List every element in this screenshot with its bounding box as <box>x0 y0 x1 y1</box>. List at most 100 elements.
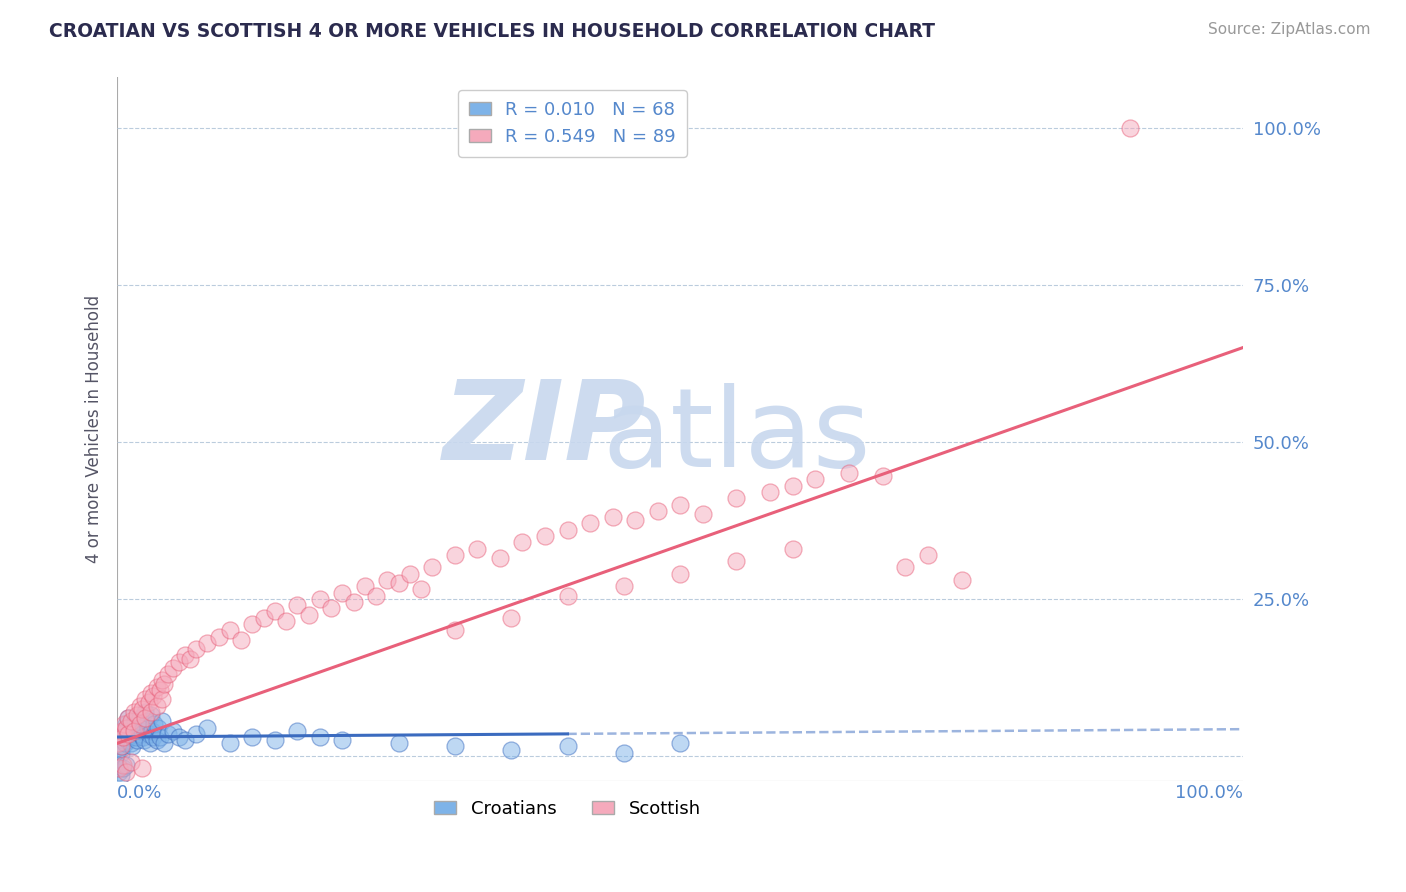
Point <box>150 714 173 729</box>
Point <box>184 642 207 657</box>
Point <box>117 733 139 747</box>
Point <box>156 727 179 741</box>
Point <box>134 711 156 725</box>
Point <box>136 721 159 735</box>
Point <box>111 758 134 772</box>
Point <box>139 705 162 719</box>
Point <box>330 585 353 599</box>
Point <box>134 705 156 719</box>
Point <box>120 714 142 729</box>
Point <box>184 727 207 741</box>
Point <box>110 739 132 754</box>
Point <box>173 648 195 663</box>
Point <box>138 696 160 710</box>
Point <box>111 733 134 747</box>
Point <box>467 541 489 556</box>
Point <box>131 723 153 738</box>
Point <box>107 742 129 756</box>
Point <box>342 595 364 609</box>
Point <box>149 730 172 744</box>
Y-axis label: 4 or more Vehicles in Household: 4 or more Vehicles in Household <box>86 295 103 563</box>
Point <box>782 479 804 493</box>
Point <box>115 764 138 779</box>
Point <box>229 632 252 647</box>
Point <box>153 676 176 690</box>
Point <box>354 579 377 593</box>
Point <box>132 730 155 744</box>
Point <box>128 711 150 725</box>
Point <box>330 733 353 747</box>
Point <box>128 717 150 731</box>
Point <box>263 604 285 618</box>
Point <box>602 510 624 524</box>
Point <box>804 473 827 487</box>
Point <box>838 466 860 480</box>
Legend: Croatians, Scottish: Croatians, Scottish <box>427 792 707 825</box>
Point <box>128 721 150 735</box>
Point <box>308 730 330 744</box>
Point <box>917 548 939 562</box>
Point <box>195 636 218 650</box>
Point <box>128 698 150 713</box>
Point <box>557 589 579 603</box>
Point <box>142 689 165 703</box>
Point <box>162 661 184 675</box>
Point <box>501 742 523 756</box>
Point <box>240 730 263 744</box>
Point <box>146 721 169 735</box>
Point <box>108 727 131 741</box>
Point <box>115 721 138 735</box>
Point <box>122 723 145 738</box>
Point <box>118 730 141 744</box>
Point <box>105 739 128 754</box>
Point <box>149 682 172 697</box>
Point <box>134 692 156 706</box>
Point <box>127 708 149 723</box>
Point <box>110 746 132 760</box>
Point <box>108 761 131 775</box>
Point <box>782 541 804 556</box>
Point <box>759 485 782 500</box>
Point <box>872 469 894 483</box>
Point <box>107 758 129 772</box>
Point <box>131 761 153 775</box>
Point <box>725 491 748 506</box>
Point <box>114 736 136 750</box>
Point <box>274 614 297 628</box>
Point <box>107 736 129 750</box>
Point <box>145 680 167 694</box>
Point <box>150 692 173 706</box>
Point <box>669 566 692 581</box>
Point <box>134 733 156 747</box>
Point <box>377 573 399 587</box>
Point <box>120 755 142 769</box>
Point <box>115 730 138 744</box>
Point <box>139 686 162 700</box>
Point <box>150 673 173 688</box>
Point <box>143 717 166 731</box>
Point <box>135 714 157 729</box>
Point <box>366 589 388 603</box>
Point <box>111 739 134 754</box>
Point <box>112 727 135 741</box>
Point <box>111 723 134 738</box>
Point <box>534 529 557 543</box>
Point <box>142 730 165 744</box>
Point <box>122 723 145 738</box>
Point <box>124 714 146 729</box>
Point <box>167 730 190 744</box>
Point <box>557 523 579 537</box>
Point <box>139 708 162 723</box>
Point <box>128 727 150 741</box>
Point <box>173 733 195 747</box>
Point <box>207 630 229 644</box>
Point <box>692 507 714 521</box>
Point <box>444 548 467 562</box>
Point <box>111 723 134 738</box>
Point <box>319 601 342 615</box>
Point <box>669 736 692 750</box>
Point <box>139 736 162 750</box>
Point <box>110 730 132 744</box>
Point <box>285 723 308 738</box>
Point <box>512 535 534 549</box>
